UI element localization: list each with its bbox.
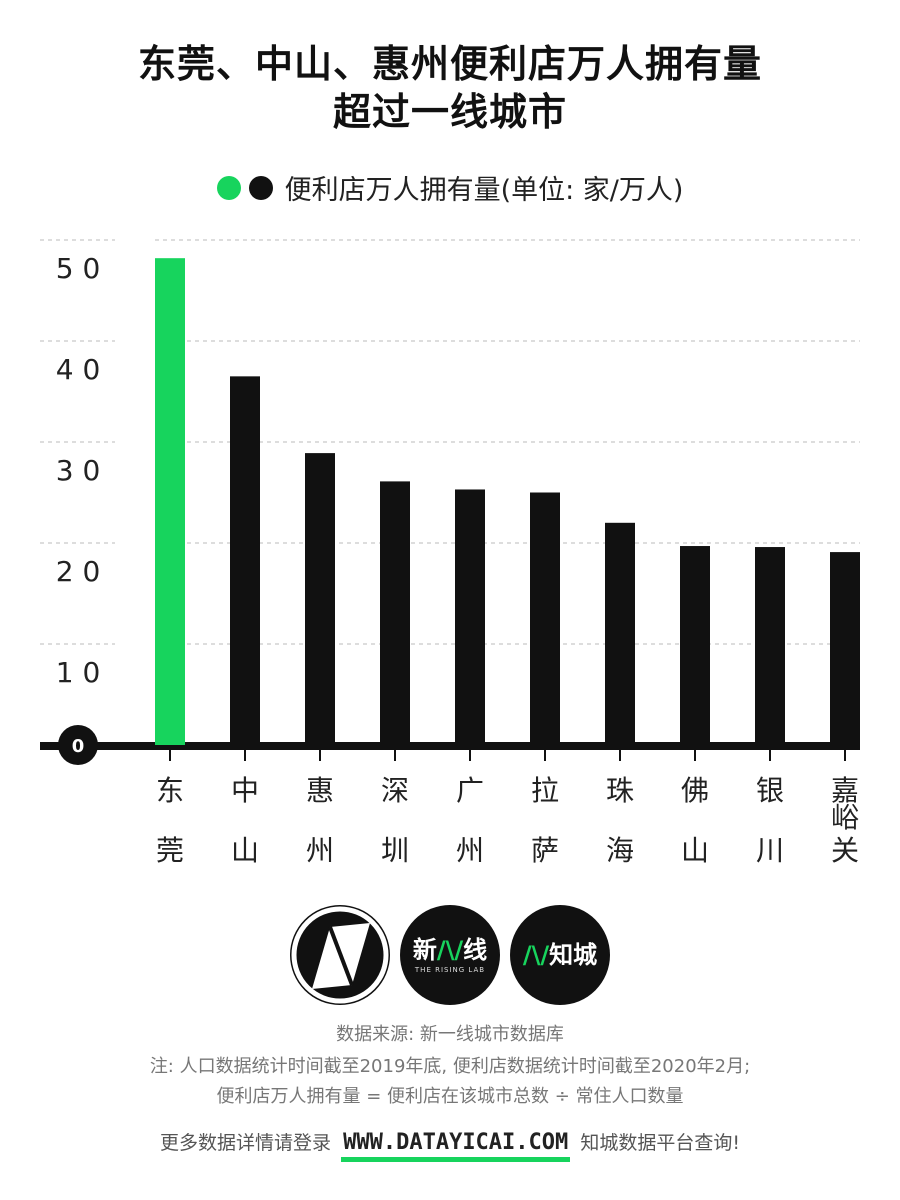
y-tick-label: 3 0 — [56, 454, 101, 487]
bar-1 — [155, 258, 185, 745]
xinyixian-logo-subtitle: THE RISING LAB — [414, 965, 486, 974]
footnote-line2: 便利店万人拥有量 = 便利店在该城市总数 ÷ 常住人口数量 — [216, 1086, 684, 1107]
zhicheng-logo: /\/知城 — [510, 905, 610, 1005]
bar-6 — [530, 492, 560, 745]
y-tick-label-zero: 0 — [72, 736, 85, 757]
y-tick-label: 2 0 — [56, 555, 101, 588]
bar-3 — [305, 453, 335, 745]
x-category-label: 银川 — [756, 774, 784, 867]
parallelogram-logo-icon — [291, 906, 389, 1004]
logo-row: 新/\/线 THE RISING LAB /\/知城 — [0, 905, 900, 1005]
legend-green-dot — [216, 175, 241, 200]
bar-2 — [230, 376, 260, 745]
footnote-line1: 注: 人口数据统计时间截至2019年底, 便利店数据统计时间截至2020年2月; — [149, 1056, 751, 1077]
bar-7 — [605, 522, 635, 745]
bar-9 — [755, 547, 785, 745]
x-category-label: 中山 — [231, 774, 259, 867]
bar-10 — [830, 552, 860, 745]
x-axis-line — [40, 742, 860, 750]
bar-8 — [680, 546, 710, 745]
legend: 便利店万人拥有量(单位: 家/万人) — [0, 168, 900, 207]
data-source: 数据来源: 新一线城市数据库 — [336, 1024, 564, 1045]
cta-line: 更多数据详情请登录 WWW.DATAYICAI.COM 知城数据平台查询! — [0, 1128, 900, 1162]
y-tick-label: 4 0 — [56, 353, 101, 386]
xinyixian-logo-text: 新/\/线 — [412, 935, 488, 964]
bar-5 — [455, 489, 485, 745]
chart-title-line2: 超过一线城市 — [332, 90, 567, 134]
zero-badge — [58, 725, 98, 765]
x-category-label: 嘉峪关 — [831, 774, 859, 867]
x-category-label: 拉萨 — [531, 774, 559, 867]
x-category-label: 佛山 — [681, 774, 709, 867]
x-category-label: 东莞 — [156, 774, 184, 867]
website-link[interactable]: WWW.DATAYICAI.COM — [341, 1130, 571, 1162]
cta-text-before: 更多数据详情请登录 — [160, 1132, 332, 1154]
bar-4 — [380, 481, 410, 745]
x-category-label: 珠海 — [606, 774, 634, 867]
y-tick-label: 1 0 — [56, 656, 101, 689]
x-category-label: 惠州 — [306, 774, 334, 867]
x-category-label: 广州 — [456, 774, 484, 867]
y-tick-label: 5 0 — [56, 252, 101, 285]
legend-black-dot — [248, 175, 273, 200]
chart-title-line1: 东莞、中山、惠州便利店万人拥有量 — [137, 42, 762, 86]
x-category-label: 深圳 — [381, 774, 409, 867]
zhicheng-logo-text: /\/知城 — [522, 941, 598, 969]
xinyixian-logo: 新/\/线 THE RISING LAB — [400, 905, 500, 1005]
rising-lab-emblem — [290, 905, 390, 1005]
cta-text-after: 知城数据平台查询! — [580, 1132, 740, 1154]
legend-label: 便利店万人拥有量(单位: 家/万人) — [284, 175, 684, 206]
